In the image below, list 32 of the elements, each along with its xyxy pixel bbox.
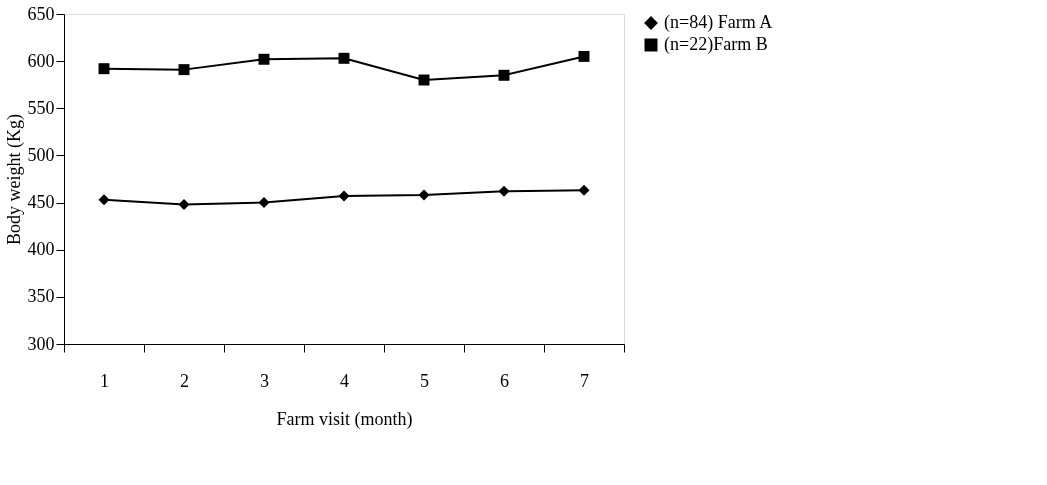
legend-label: (n=22)Farm B: [664, 34, 768, 55]
y-tick-label: 600: [27, 50, 55, 71]
point: [578, 184, 590, 196]
point: [338, 190, 350, 202]
y-tick-label: 550: [27, 97, 55, 118]
y-tick-label: 350: [27, 286, 55, 307]
x-axis-title: Farm visit (month): [276, 408, 413, 430]
y-tick-label: 500: [27, 144, 55, 165]
point: [258, 53, 270, 65]
point: [98, 194, 110, 206]
x-tick-label: 3: [260, 370, 269, 391]
y-tick-label: 300: [27, 333, 55, 354]
x-tick-label: 7: [580, 370, 589, 391]
x-tick-label: 2: [180, 370, 189, 391]
legend-label: (n=84) Farm A: [664, 12, 773, 33]
x-tick-label: 1: [100, 370, 109, 391]
point: [258, 197, 270, 209]
x-tick-label: 4: [340, 370, 349, 391]
y-tick-label: 400: [27, 239, 55, 260]
point: [578, 50, 590, 62]
x-tick-label: 6: [500, 370, 509, 391]
point: [418, 189, 430, 201]
y-tick-label: 450: [27, 192, 55, 213]
y-tick-label: 650: [27, 3, 55, 24]
point: [498, 185, 510, 197]
point: [498, 69, 510, 81]
point: [98, 63, 110, 75]
point: [338, 52, 350, 64]
y-axis-title: Body weight (Kg): [3, 114, 25, 245]
point: [178, 64, 190, 76]
point: [178, 198, 190, 210]
x-tick-label: 5: [420, 370, 429, 391]
